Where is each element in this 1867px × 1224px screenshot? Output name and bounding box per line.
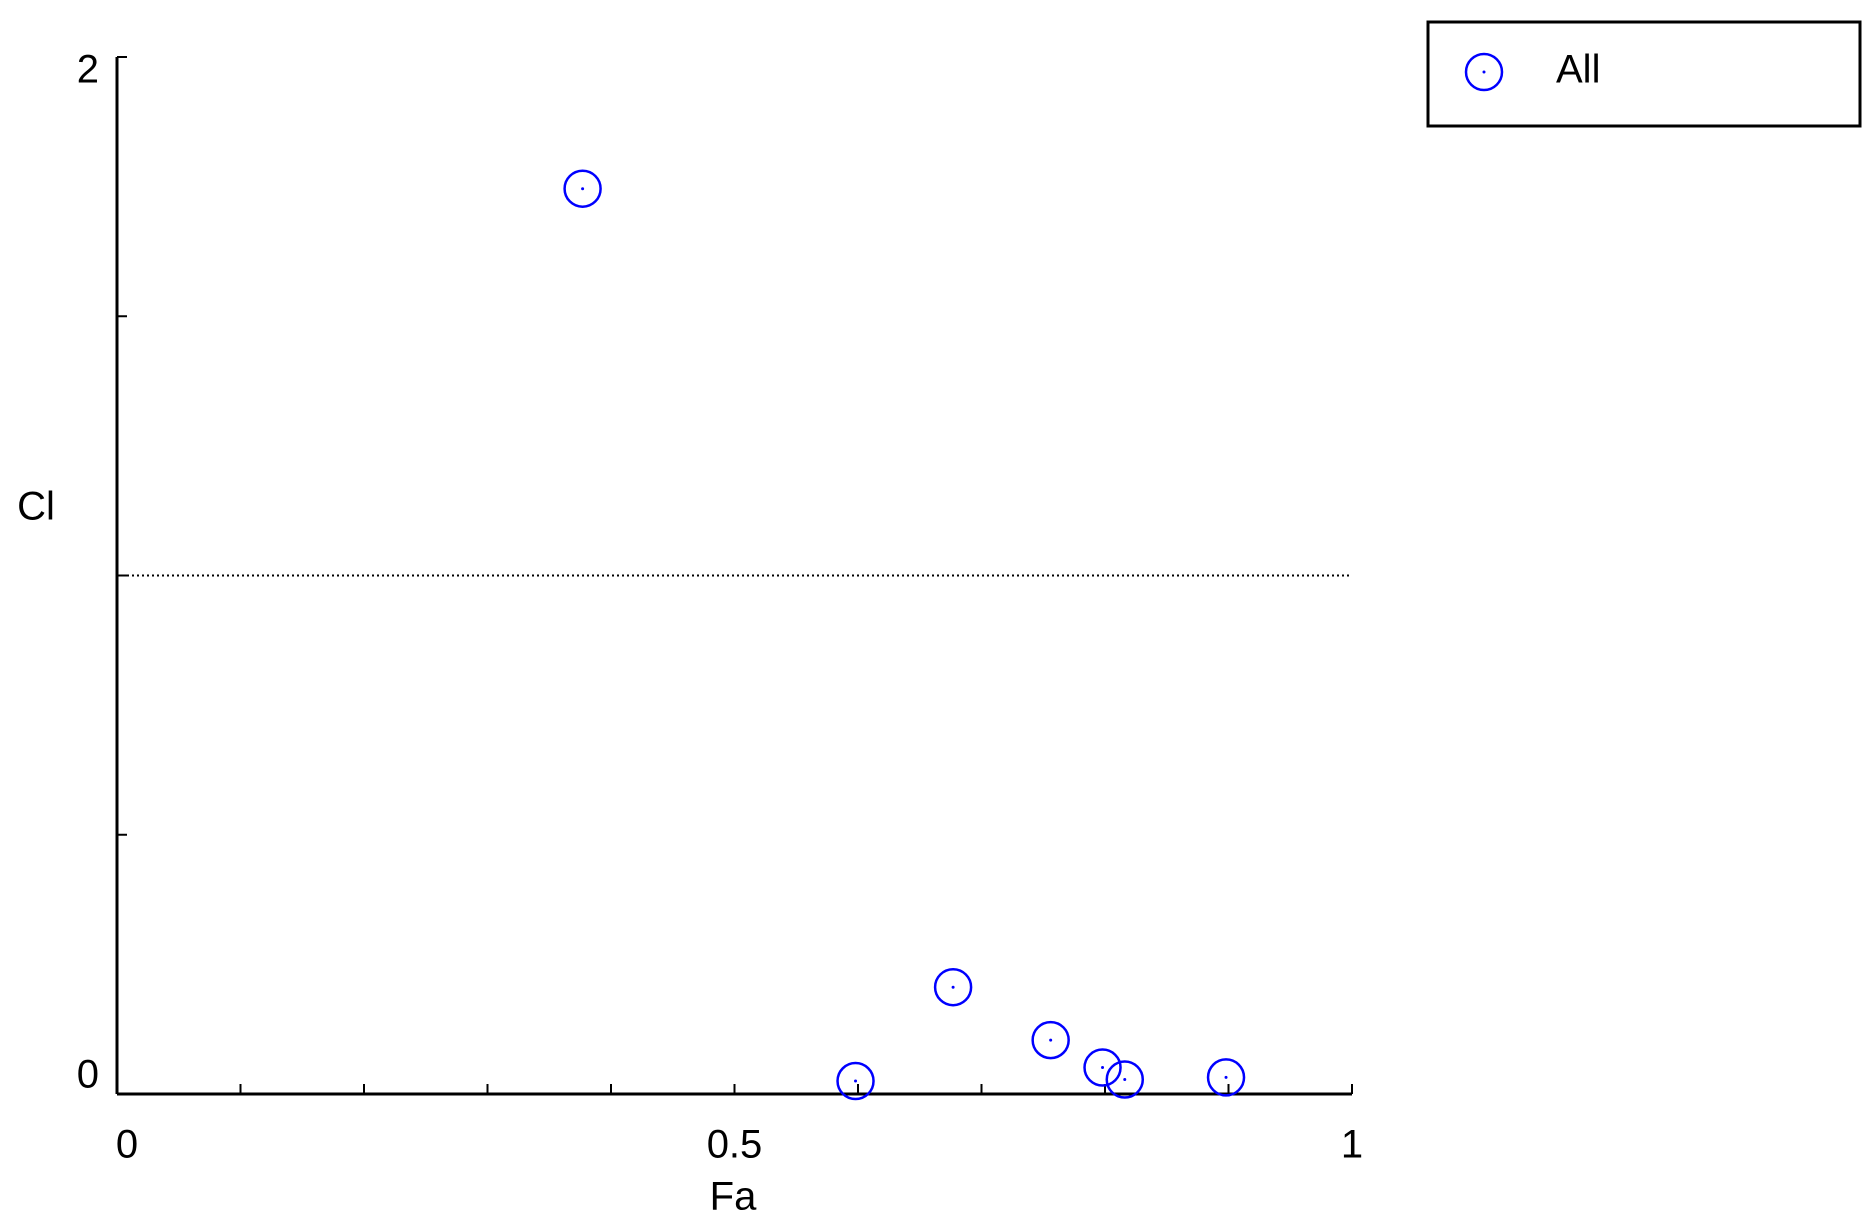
y-tick-label: 2 [77, 48, 99, 92]
point [563, 169, 602, 208]
y-axis-label: Cl [17, 485, 55, 529]
point-center [1049, 1038, 1053, 1042]
point [1031, 1020, 1070, 1060]
y-tick-label: 0 [77, 1053, 99, 1097]
x-tick-label: 0.5 [707, 1123, 763, 1167]
legend-box [1426, 20, 1862, 128]
point [1105, 1060, 1145, 1099]
x-tick-label: 0 [116, 1123, 138, 1167]
point-center [1123, 1077, 1127, 1081]
x-tick-label: 1 [1341, 1123, 1363, 1167]
point [933, 967, 973, 1007]
point [836, 1061, 875, 1101]
legend-marker-center [1482, 70, 1486, 74]
point-center [854, 1079, 858, 1083]
point-center [581, 187, 585, 191]
point [1083, 1048, 1122, 1087]
point [1206, 1058, 1246, 1097]
x-axis-label: Fa [710, 1175, 757, 1219]
point-center [1101, 1066, 1105, 1070]
legend-label: All [1556, 48, 1600, 92]
point-center [1224, 1075, 1228, 1079]
legend-marker [1464, 52, 1504, 92]
point-center [951, 985, 955, 989]
